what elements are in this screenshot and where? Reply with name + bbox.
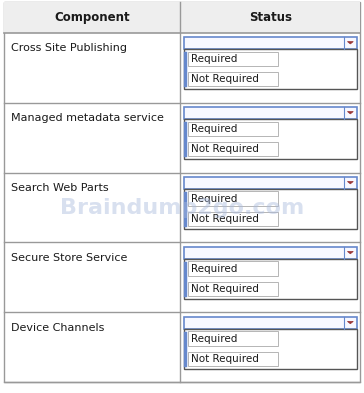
Text: Cross Site Publishing: Cross Site Publishing xyxy=(11,43,127,53)
Text: Not Required: Not Required xyxy=(191,74,259,84)
Polygon shape xyxy=(347,321,353,324)
Bar xyxy=(184,37,357,49)
Text: Braindump2go.com: Braindump2go.com xyxy=(60,198,304,218)
Polygon shape xyxy=(347,42,353,44)
Text: Status: Status xyxy=(249,11,292,24)
Bar xyxy=(184,329,357,369)
Bar xyxy=(184,189,357,229)
Polygon shape xyxy=(347,112,353,114)
Text: Device Channels: Device Channels xyxy=(11,323,104,333)
Bar xyxy=(184,247,357,259)
Bar xyxy=(188,142,278,156)
Text: Required: Required xyxy=(191,54,237,64)
Bar xyxy=(188,261,278,276)
Bar xyxy=(184,49,357,89)
Bar xyxy=(184,317,357,329)
Text: Component: Component xyxy=(54,11,130,24)
Bar xyxy=(188,72,278,86)
Bar xyxy=(188,121,278,136)
Text: Secure Store Service: Secure Store Service xyxy=(11,253,127,263)
Bar xyxy=(188,191,278,206)
Bar xyxy=(188,282,278,296)
Text: Not Required: Not Required xyxy=(191,214,259,224)
Bar xyxy=(188,51,278,66)
Bar xyxy=(188,331,278,346)
Bar xyxy=(184,119,357,159)
Text: Required: Required xyxy=(191,124,237,134)
Bar xyxy=(188,352,278,366)
Bar xyxy=(184,177,357,189)
Text: Required: Required xyxy=(191,334,237,343)
Bar xyxy=(184,259,357,299)
Polygon shape xyxy=(347,252,353,254)
Text: Not Required: Not Required xyxy=(191,354,259,364)
Bar xyxy=(184,107,357,119)
Text: Required: Required xyxy=(191,194,237,204)
Text: Required: Required xyxy=(191,264,237,274)
Text: Not Required: Not Required xyxy=(191,284,259,294)
Bar xyxy=(4,2,360,33)
Polygon shape xyxy=(347,182,353,184)
Text: Managed metadata service: Managed metadata service xyxy=(11,113,164,123)
Text: Search Web Parts: Search Web Parts xyxy=(11,183,108,193)
Bar xyxy=(188,212,278,226)
Text: Not Required: Not Required xyxy=(191,144,259,154)
